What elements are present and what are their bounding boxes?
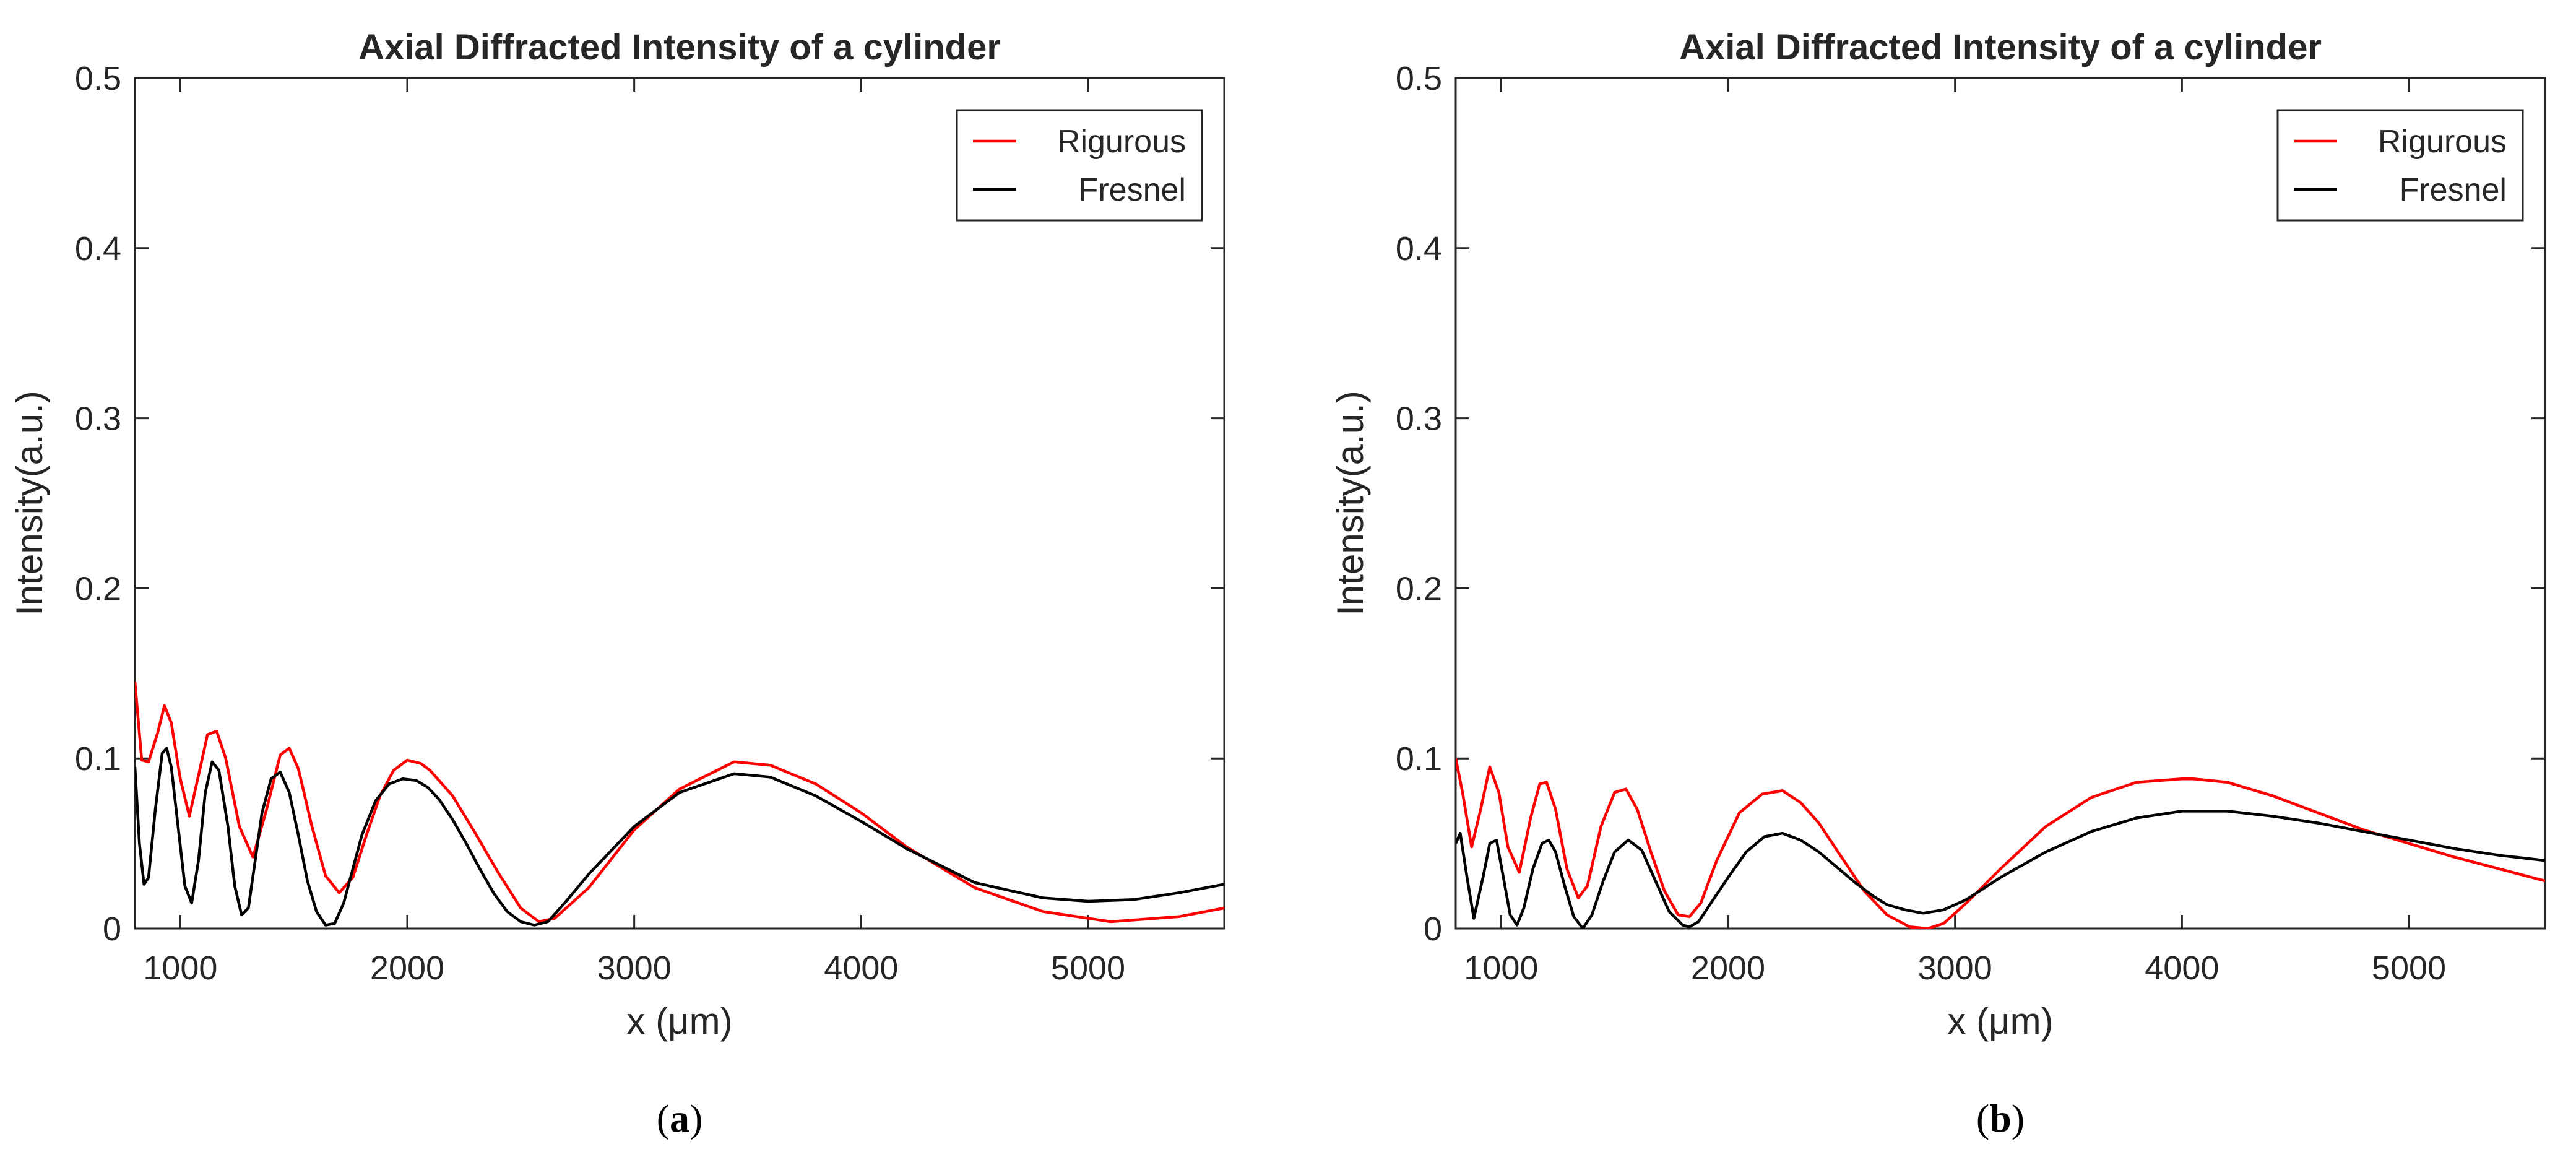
series-line-rigurous — [1456, 758, 2545, 929]
y-tick-label: 0.4 — [75, 230, 121, 267]
legend-label-fresnel: Fresnel — [1079, 172, 1186, 208]
legend: Rigurous Fresnel — [2276, 109, 2524, 222]
x-tick-label: 3000 — [1918, 950, 1992, 987]
panel-label: (b) — [1976, 1096, 2025, 1140]
panel-label: (a) — [657, 1096, 703, 1140]
y-tick-labels: 0 0.1 0.2 0.3 0.4 0.5 — [75, 60, 121, 948]
y-tick-label: 0.1 — [75, 740, 121, 777]
y-tick-label: 0.2 — [1396, 570, 1442, 607]
x-tick-label: 4000 — [2145, 950, 2219, 987]
legend-label-rigurous: Rigurous — [2378, 124, 2507, 160]
y-tick-label: 0.4 — [1396, 230, 1442, 267]
x-tick-label: 4000 — [824, 950, 898, 987]
y-tick-label: 0 — [103, 911, 121, 948]
y-tick-label: 0 — [1424, 911, 1442, 948]
legend-box — [956, 109, 1203, 222]
legend-label-fresnel: Fresnel — [2400, 172, 2507, 208]
y-tick-label: 0.1 — [1396, 740, 1442, 777]
x-tick-labels: 1000 2000 3000 4000 5000 — [1464, 950, 2446, 987]
x-tick-label: 1000 — [143, 950, 217, 987]
x-tick-labels: 1000 2000 3000 4000 5000 — [143, 950, 1125, 987]
y-axis-label: Intensity(a.u.) — [1329, 391, 1371, 616]
legend-box — [2276, 109, 2524, 222]
x-tick-label: 3000 — [597, 950, 672, 987]
x-tick-label: 2000 — [370, 950, 444, 987]
chart-title: Axial Diffracted Intensity of a cylinder — [1679, 27, 2322, 67]
y-tick-label: 0.3 — [1396, 401, 1442, 438]
x-tick-label: 1000 — [1464, 950, 1538, 987]
x-tick-label: 2000 — [1691, 950, 1765, 987]
chart-title: Axial Diffracted Intensity of a cylinder — [358, 27, 1001, 67]
series-line-fresnel — [1456, 810, 2545, 929]
y-axis-label: Intensity(a.u.) — [9, 391, 50, 616]
y-tick-labels: 0 0.1 0.2 0.3 0.4 0.5 — [1396, 60, 1442, 948]
x-axis-label: x (μm) — [626, 1000, 732, 1042]
y-tick-label: 0.5 — [1396, 60, 1442, 97]
legend: Rigurous Fresnel — [956, 109, 1203, 222]
x-axis-label: x (μm) — [1947, 1000, 2053, 1042]
legend-label-rigurous: Rigurous — [1057, 124, 1186, 160]
y-tick-label: 0.5 — [75, 60, 121, 97]
series-line-fresnel — [135, 747, 1224, 927]
y-tick-label: 0.2 — [75, 570, 121, 607]
y-tick-label: 0.3 — [75, 401, 121, 438]
chart-panel-a: Axial Diffracted Intensity of a cylinder… — [9, 27, 1225, 1140]
x-tick-label: 5000 — [2372, 950, 2446, 987]
x-tick-label: 5000 — [1051, 950, 1125, 987]
chart-panel-b: Axial Diffracted Intensity of a cylinder… — [1329, 27, 2546, 1140]
